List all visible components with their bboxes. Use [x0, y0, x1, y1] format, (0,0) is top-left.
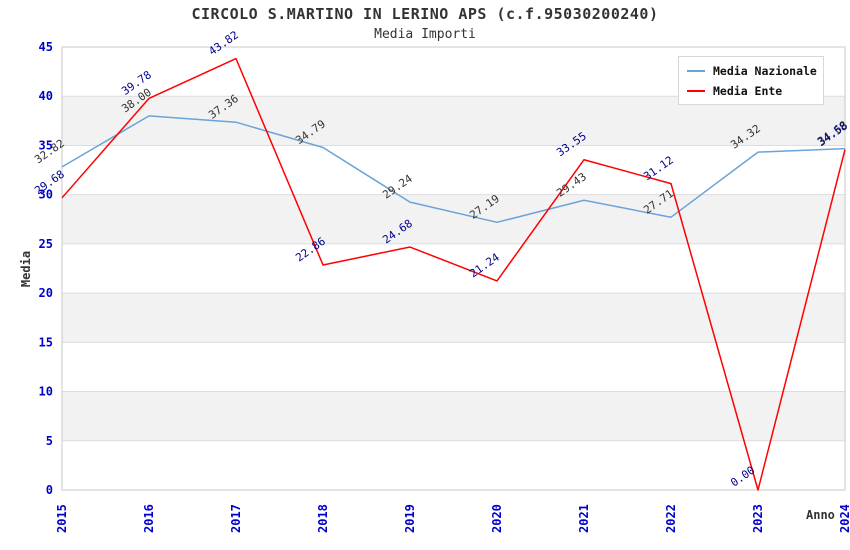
chart-subtitle: Media Importi — [374, 27, 476, 42]
svg-text:2021: 2021 — [577, 504, 591, 533]
svg-text:2024: 2024 — [838, 504, 850, 533]
svg-text:2020: 2020 — [490, 504, 504, 533]
svg-text:20: 20 — [39, 286, 53, 300]
svg-text:35: 35 — [39, 138, 53, 152]
legend-label-nazionale: Media Nazionale — [713, 64, 817, 78]
svg-text:2023: 2023 — [751, 504, 765, 533]
svg-text:2015: 2015 — [55, 504, 69, 533]
legend-item-media-ente: Media Ente — [687, 84, 815, 98]
x-axis-label: Anno — [806, 508, 835, 522]
svg-text:40: 40 — [39, 89, 53, 103]
svg-text:2022: 2022 — [664, 504, 678, 533]
svg-text:45: 45 — [39, 40, 53, 54]
svg-text:10: 10 — [39, 385, 53, 399]
y-axis-label: Media — [19, 250, 33, 288]
svg-text:2016: 2016 — [142, 504, 156, 533]
legend: Media Nazionale Media Ente — [678, 56, 824, 105]
legend-item-media-nazionale: Media Nazionale — [687, 64, 817, 78]
svg-text:30: 30 — [39, 188, 53, 202]
chart-title: CIRCOLO S.MARTINO IN LERINO APS (c.f.950… — [191, 5, 659, 23]
svg-text:5: 5 — [46, 434, 53, 448]
ente-line-swatch — [687, 90, 705, 92]
nazionale-line-swatch — [687, 70, 705, 72]
svg-text:0: 0 — [46, 483, 53, 497]
svg-text:2019: 2019 — [403, 504, 417, 533]
legend-label-ente: Media Ente — [713, 84, 783, 98]
svg-text:2017: 2017 — [229, 504, 243, 533]
svg-text:25: 25 — [39, 237, 53, 251]
svg-text:15: 15 — [39, 335, 53, 349]
svg-text:2018: 2018 — [316, 504, 330, 533]
